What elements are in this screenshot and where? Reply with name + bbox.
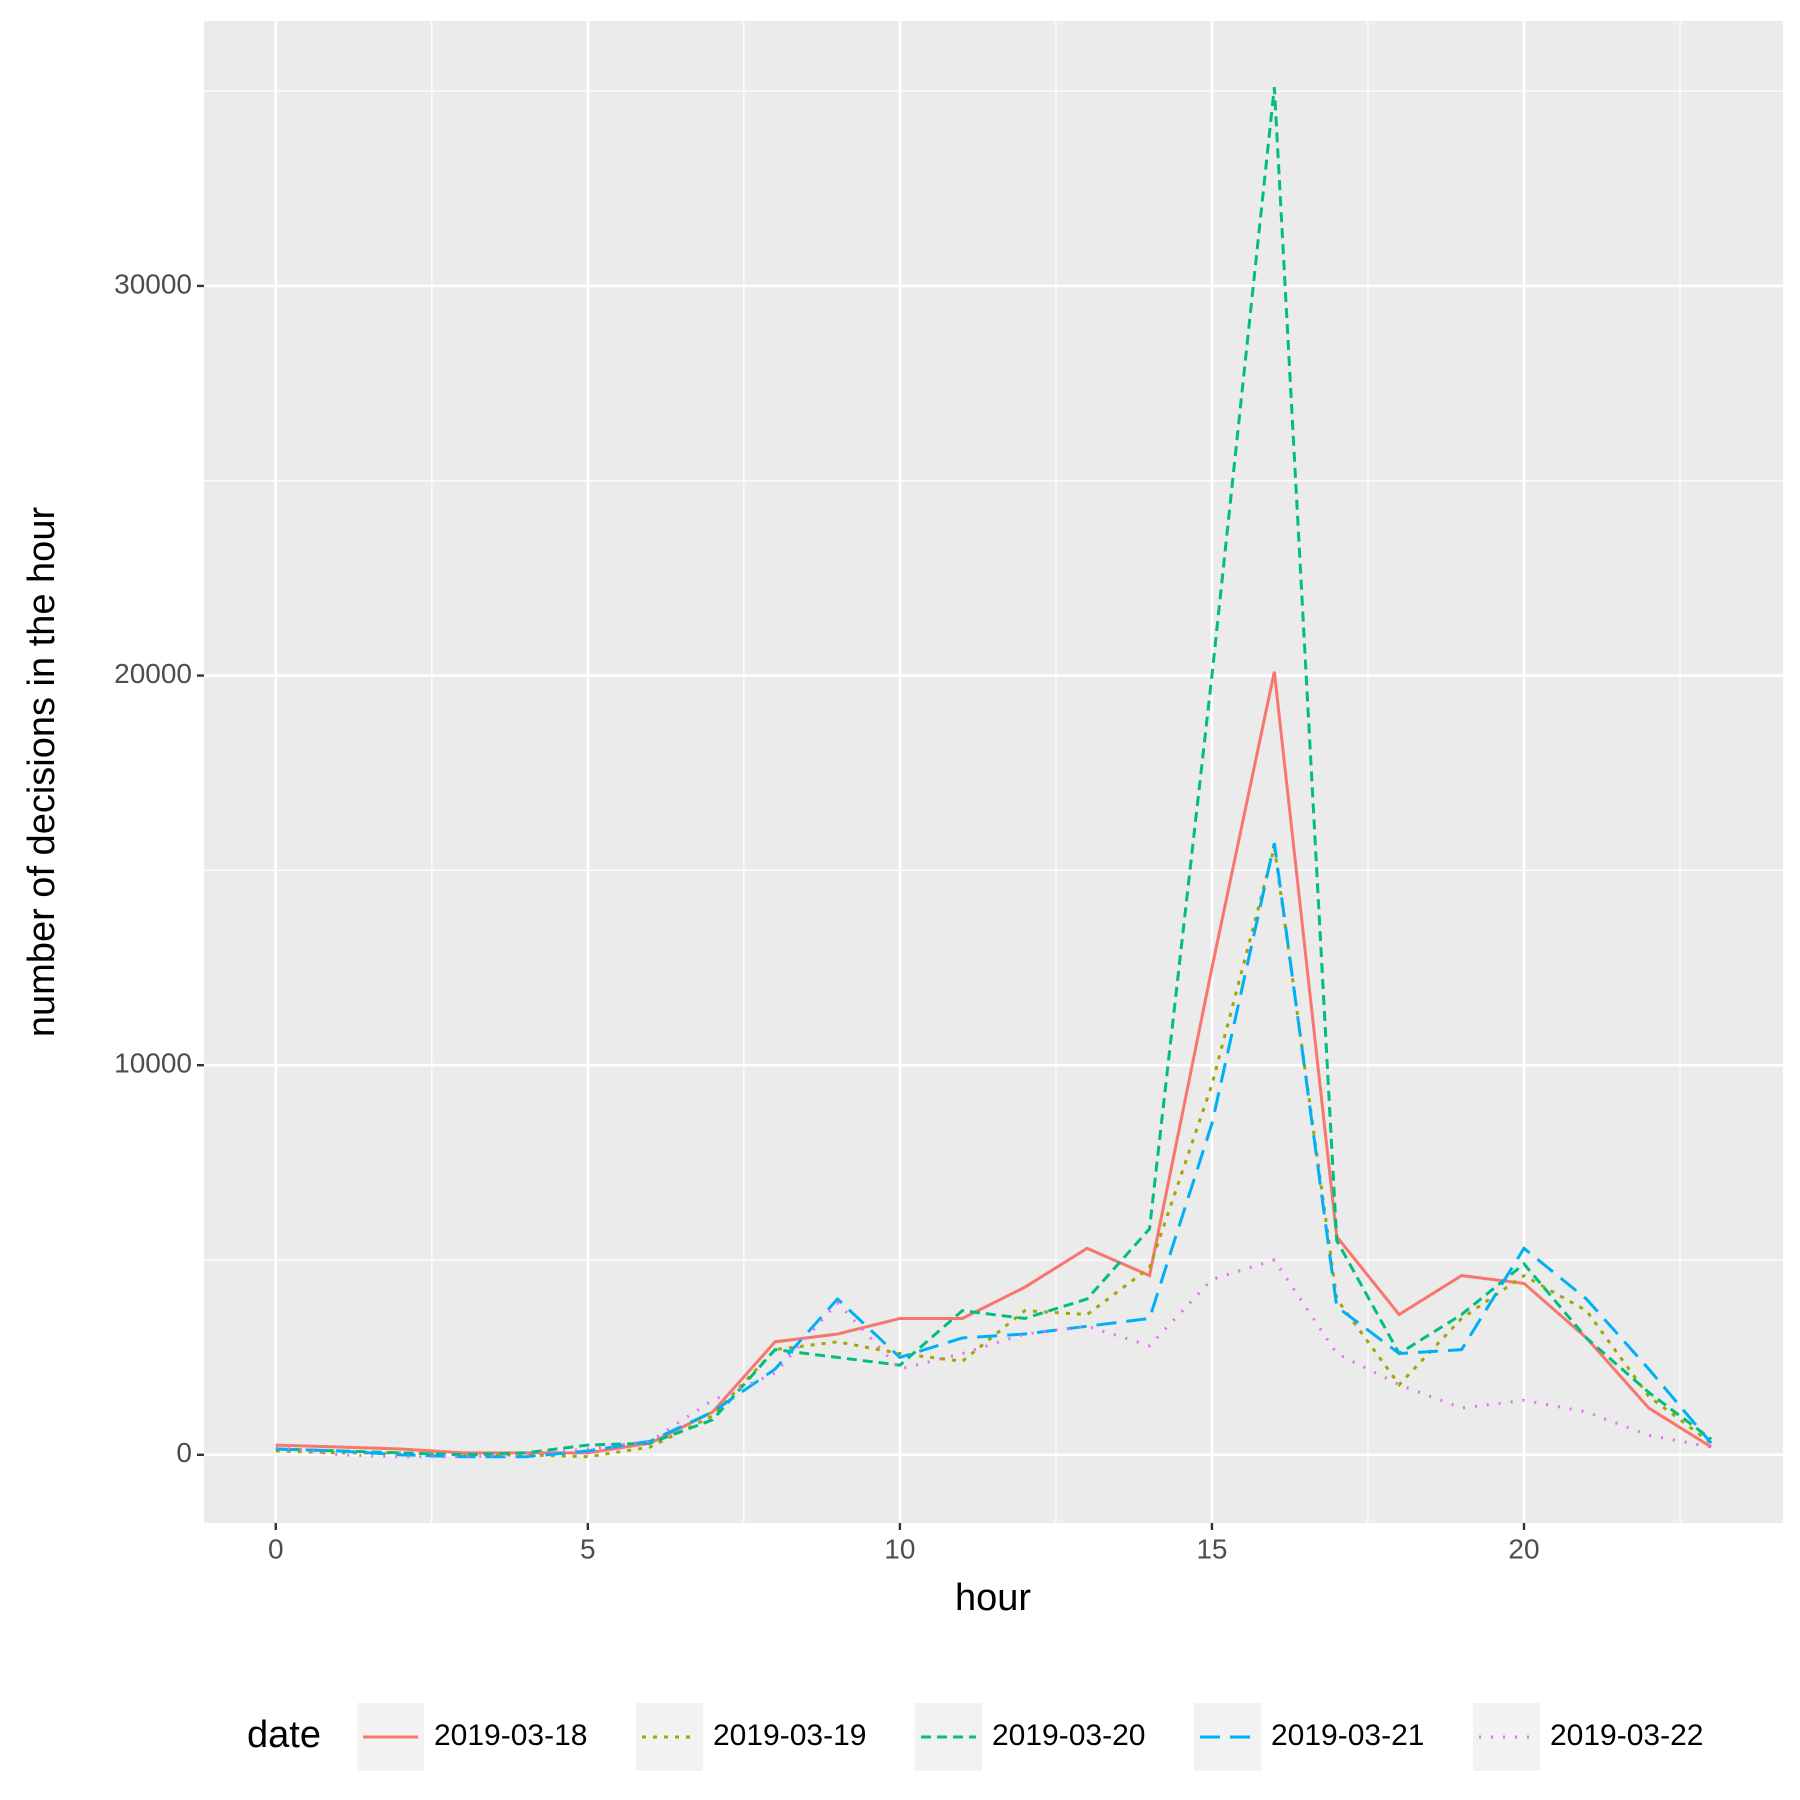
series-line (275, 671, 1713, 1455)
x-tick-label: 20 (1508, 1533, 1539, 1564)
y-tick-label: 20000 (114, 658, 192, 689)
legend-label: 2019-03-18 (434, 1719, 587, 1752)
y-axis-title: number of decisions in the hour (21, 507, 63, 1038)
series-line (275, 87, 1713, 1457)
legend-key (1473, 1703, 1540, 1771)
x-tick-label: 15 (1196, 1533, 1227, 1564)
y-tick-label: 10000 (114, 1048, 192, 1079)
series-line (275, 842, 1713, 1459)
legend-label: 2019-03-21 (1271, 1719, 1424, 1752)
legend-label: 2019-03-20 (992, 1719, 1145, 1752)
legend-title: date (247, 1714, 321, 1756)
panel (204, 21, 1783, 1523)
x-tick-label: 10 (884, 1533, 915, 1564)
legend-key (636, 1703, 703, 1771)
x-axis-title: hour (955, 1577, 1031, 1619)
x-tick-label: 5 (580, 1533, 596, 1564)
y-tick-label: 30000 (114, 268, 192, 299)
legend-label: 2019-03-22 (1550, 1719, 1703, 1752)
y-tick-label: 0 (176, 1437, 192, 1468)
x-tick-label: 0 (268, 1533, 284, 1564)
legend-label: 2019-03-19 (713, 1719, 866, 1752)
